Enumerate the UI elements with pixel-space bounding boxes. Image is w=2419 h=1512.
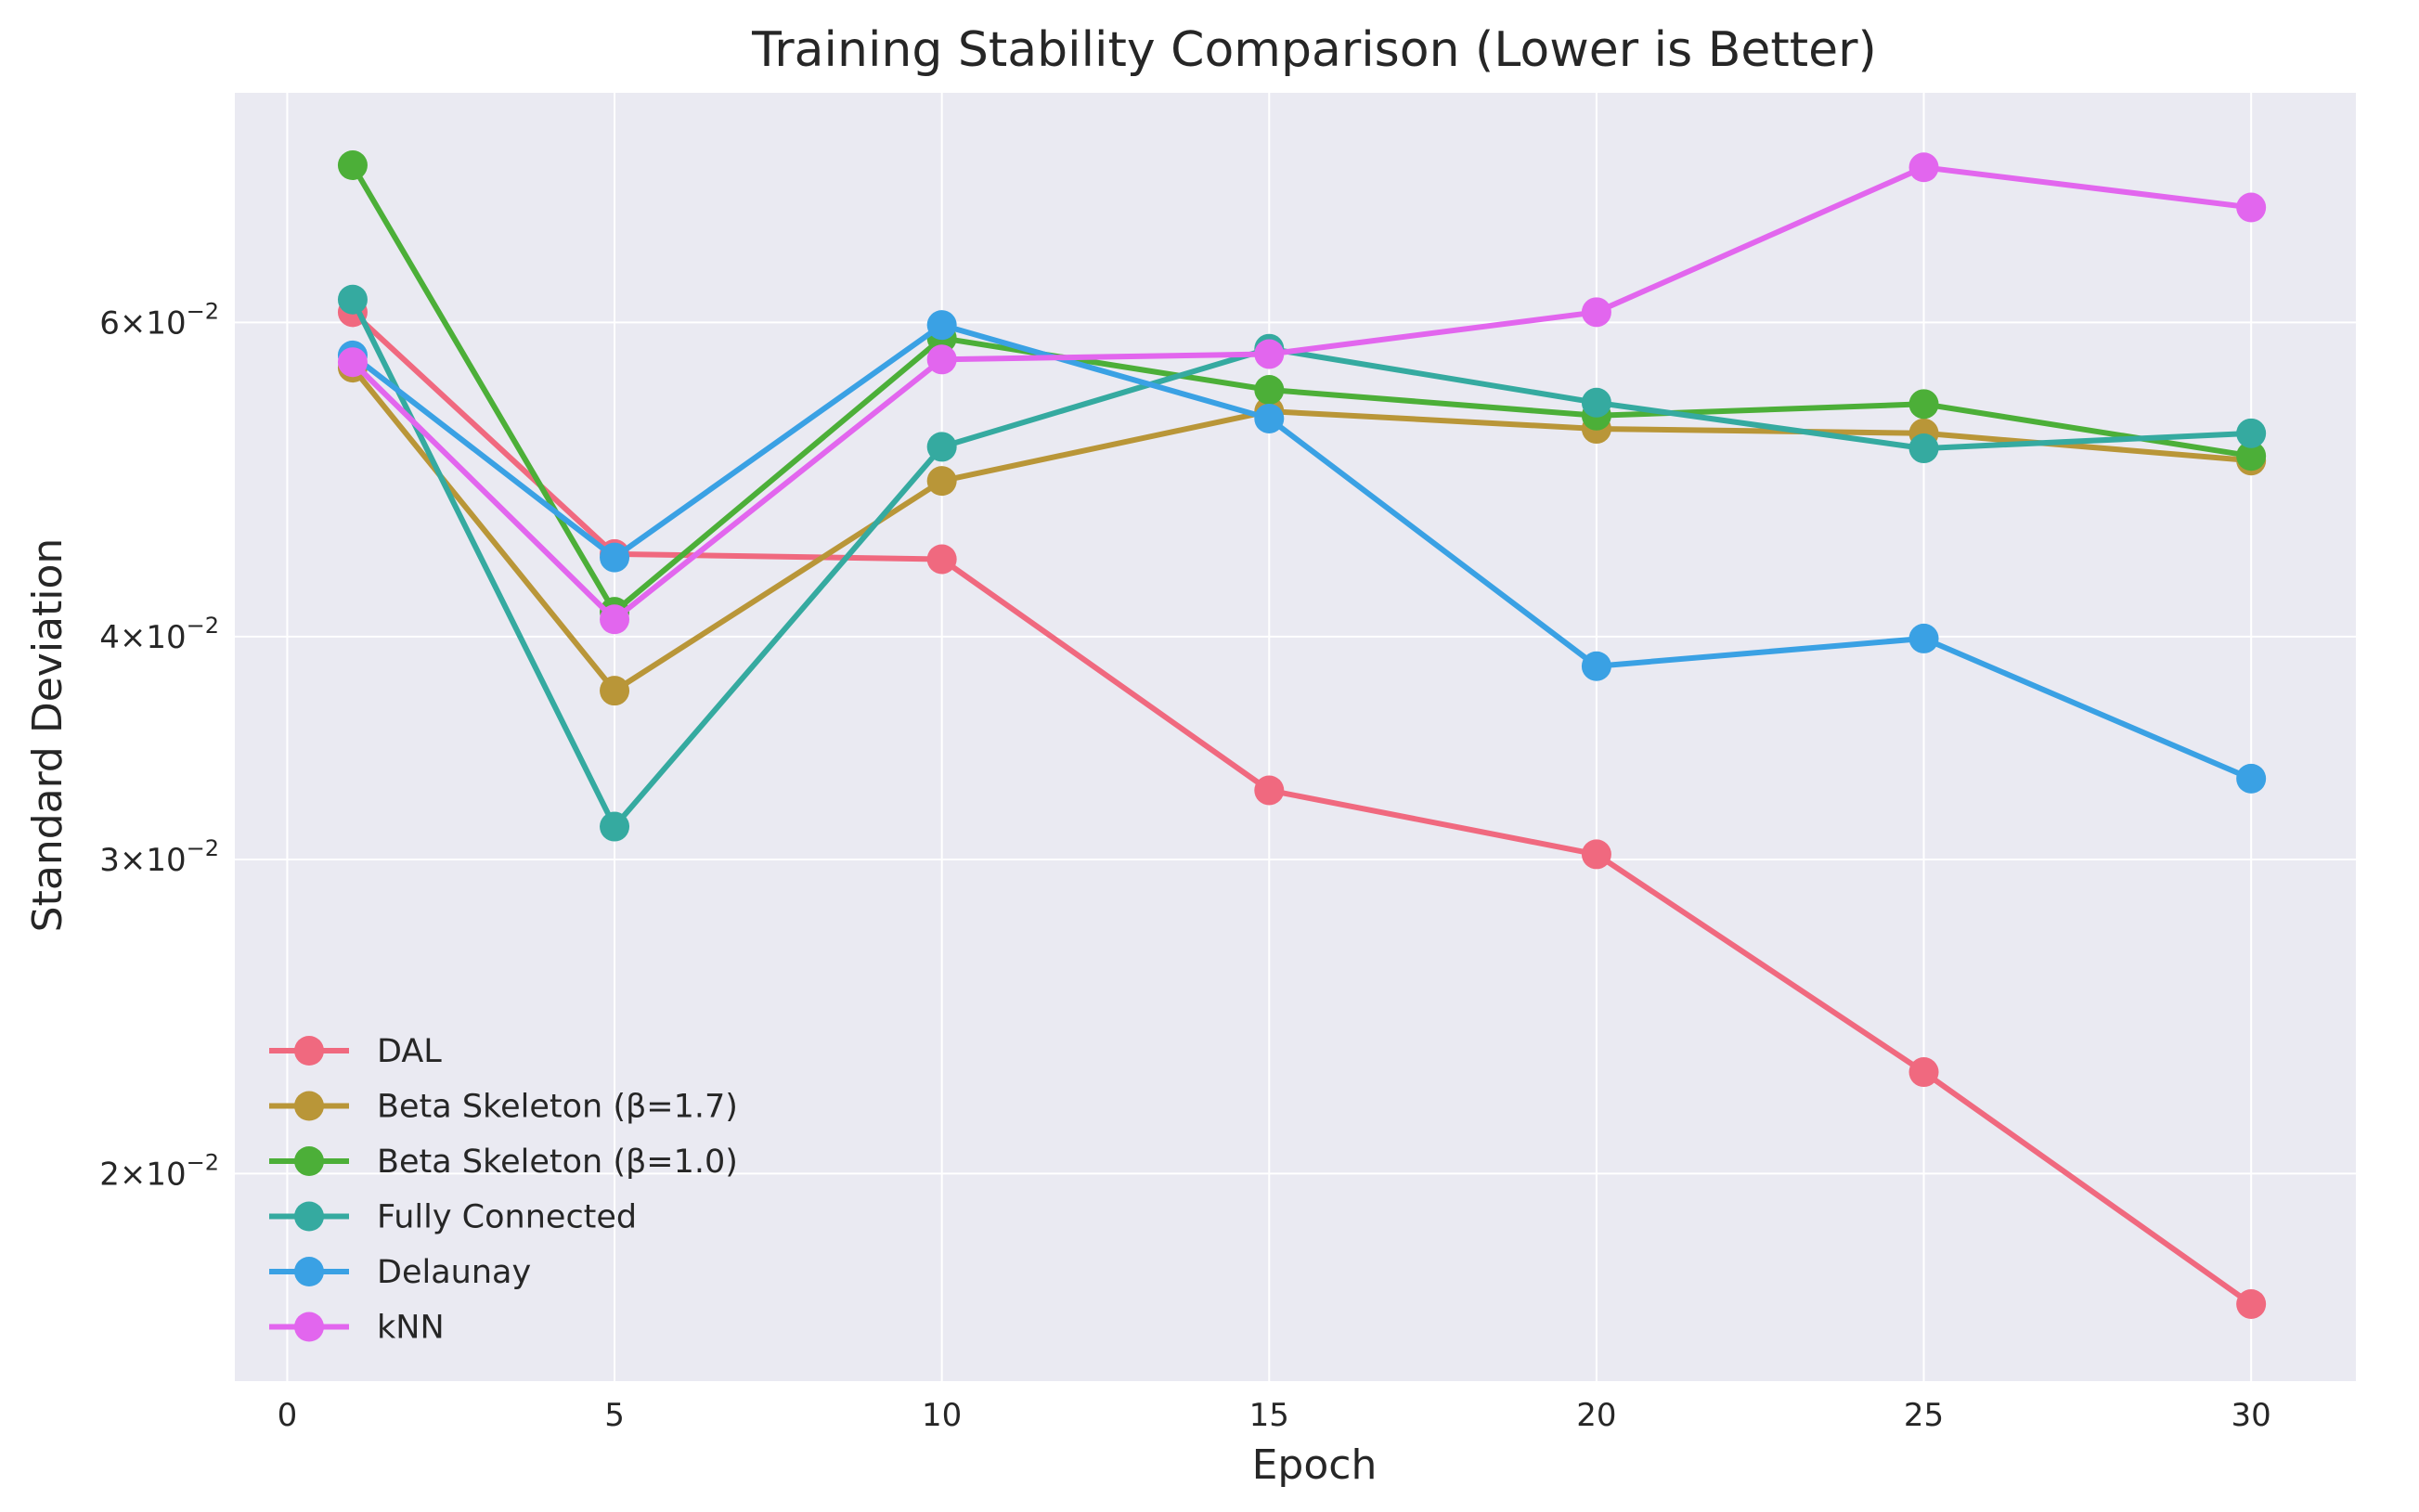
x-tick-label: 30 (2231, 1397, 2271, 1434)
data-point-beta-skeleton-1-0 (2236, 441, 2267, 472)
grid-lines (235, 93, 2356, 1381)
y-tick-label: 3×10−2 (99, 835, 219, 879)
y-tick-labels: 2×10−2 3×10−2 4×10−2 6×10−2 (99, 298, 219, 1193)
legend-item: Fully Connected (269, 1199, 637, 1236)
y-tick-label: 6×10−2 (99, 298, 219, 342)
data-point-beta-skeleton-1-0 (1908, 389, 1939, 420)
data-point-knn (600, 604, 630, 635)
legend-marker (294, 1201, 324, 1232)
legend-item: kNN (269, 1310, 445, 1347)
legend: DAL Beta Skeleton (β=1.7) Beta Skeleton (β… (269, 1033, 738, 1347)
legend-item: Delaunay (269, 1254, 531, 1291)
data-point-knn (1581, 297, 1611, 328)
data-point-beta-skeleton-1-0 (337, 150, 368, 181)
data-point-knn (1908, 152, 1939, 183)
legend-label: Delaunay (377, 1254, 531, 1291)
x-tick-label: 10 (922, 1397, 962, 1434)
data-point-knn (337, 347, 368, 378)
legend-label: DAL (377, 1033, 442, 1070)
series-layer (337, 150, 2267, 1319)
data-point-dal (1581, 839, 1611, 870)
data-point-fully-connected (926, 432, 957, 462)
data-point-knn (2236, 192, 2267, 223)
y-tick-label: 2×10−2 (99, 1149, 219, 1193)
x-tick-labels: 0 5 10 15 20 25 30 (278, 1397, 2271, 1434)
data-point-fully-connected (337, 284, 368, 315)
legend-marker (294, 1091, 324, 1121)
legend-marker (294, 1257, 324, 1286)
data-point-delaunay (1254, 403, 1285, 433)
x-tick-label: 15 (1249, 1397, 1289, 1434)
chart-title: Training Stability Comparison (Lower is … (751, 22, 1877, 78)
legend-label: Fully Connected (377, 1199, 637, 1236)
data-point-delaunay (600, 542, 630, 573)
y-tick-label: 4×10−2 (99, 613, 219, 656)
data-point-fully-connected (1581, 387, 1611, 418)
data-point-delaunay (1908, 623, 1939, 653)
data-point-beta-skeleton-1-0 (1254, 375, 1285, 406)
data-point-fully-connected (2236, 418, 2267, 448)
data-point-knn (1254, 339, 1285, 369)
legend-label: kNN (377, 1310, 445, 1347)
legend-label: Beta Skeleton (β=1.0) (377, 1144, 738, 1181)
data-point-delaunay (1581, 651, 1611, 681)
x-tick-label: 0 (278, 1397, 298, 1434)
data-point-fully-connected (1908, 433, 1939, 464)
y-axis-label: Standard Deviation (24, 538, 71, 933)
data-point-knn (926, 344, 957, 375)
x-axis-label: Epoch (1252, 1441, 1378, 1489)
data-point-dal (1254, 775, 1285, 806)
data-point-beta-skeleton-1-7 (600, 676, 630, 706)
legend-item: Beta Skeleton (β=1.7) (269, 1089, 738, 1126)
legend-item: DAL (269, 1033, 442, 1070)
legend-marker (294, 1312, 324, 1342)
data-point-fully-connected (600, 811, 630, 842)
data-point-beta-skeleton-1-7 (926, 466, 957, 497)
series-knn (337, 152, 2267, 635)
data-point-delaunay (926, 310, 957, 341)
x-tick-label: 25 (1904, 1397, 1944, 1434)
data-point-dal (2236, 1288, 2267, 1319)
data-point-dal (926, 544, 957, 575)
series-delaunay (337, 310, 2267, 794)
data-point-dal (1908, 1057, 1939, 1088)
plot-area (235, 93, 2356, 1381)
legend-item: Beta Skeleton (β=1.0) (269, 1144, 738, 1181)
legend-label: Beta Skeleton (β=1.7) (377, 1089, 738, 1126)
x-tick-label: 5 (604, 1397, 625, 1434)
x-tick-label: 20 (1576, 1397, 1616, 1434)
legend-marker (294, 1146, 324, 1176)
data-point-delaunay (2236, 763, 2267, 794)
legend-marker (294, 1036, 324, 1066)
